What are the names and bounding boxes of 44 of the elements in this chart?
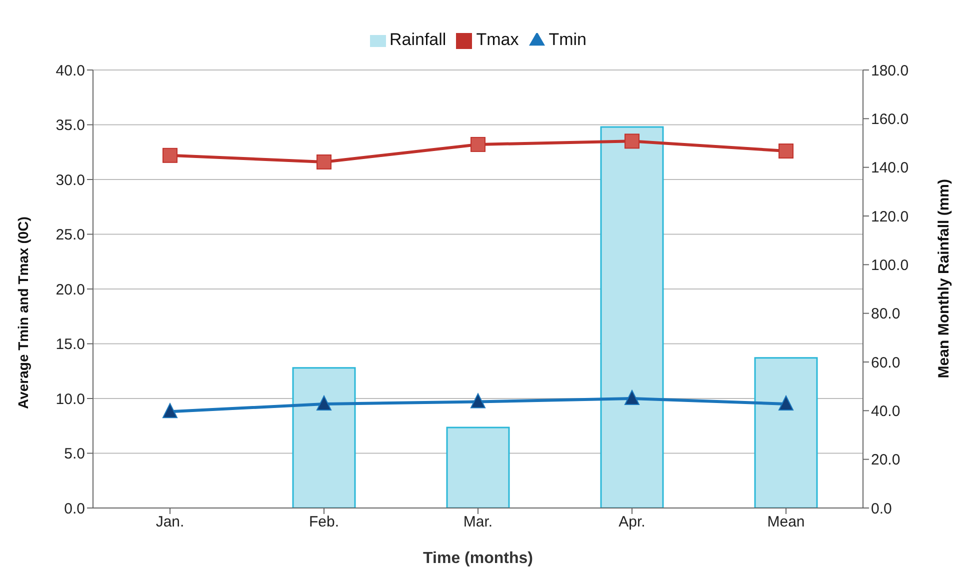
x-tick-label: Jan. [156,514,184,531]
y-tick-label: 15.0 [56,336,85,354]
y-tick-label: 25.0 [56,226,85,244]
x-tick-label: Mar. [463,514,493,531]
point [316,154,332,170]
y2-axis-title: Mean Monthly Rainfall (mm) [935,179,952,378]
y2-tick-label: 20.0 [871,452,900,469]
point [470,393,486,408]
y2-tick-label: 100.0 [871,256,909,274]
y2-tick-label: 160.0 [871,110,909,128]
y-tick-label: 5.0 [64,446,85,463]
y2-tick-label: 120.0 [871,208,909,226]
y-tick-label: 10.0 [56,390,85,408]
y-tick-label: 20.0 [56,281,85,298]
legend-label: Rainfall [390,30,446,49]
point [162,403,178,418]
x-tick-label: Feb. [308,514,340,531]
x-tick-label: Apr. [618,514,646,531]
point [470,136,486,152]
y2-tick-label: 80.0 [871,306,900,323]
y-tick-label: 0.0 [64,500,85,518]
bar [600,126,664,508]
y-tick-label: 40.0 [56,62,85,80]
point [624,390,640,405]
point [316,395,332,410]
x-tick-label: Mean [767,514,805,531]
bar [754,357,818,508]
y2-tick-label: 140.0 [871,160,909,177]
legend-label: Tmax [476,30,519,49]
point [778,395,794,410]
x-axis-title: Time (months) [423,550,533,567]
point [162,148,178,163]
point [624,134,640,149]
y-tick-label: 30.0 [56,172,85,189]
legend-label: Tmin [548,30,586,49]
bar [292,367,356,508]
y2-tick-label: 40.0 [871,402,900,420]
bar [446,426,510,508]
y-axis-title: Average Tmin and Tmax (0C) [14,216,31,409]
y2-tick-label: 60.0 [871,354,900,372]
y2-tick-label: 0.0 [871,500,892,518]
point [778,144,794,159]
y-tick-label: 35.0 [56,117,85,134]
y2-tick-label: 180.0 [871,62,909,80]
